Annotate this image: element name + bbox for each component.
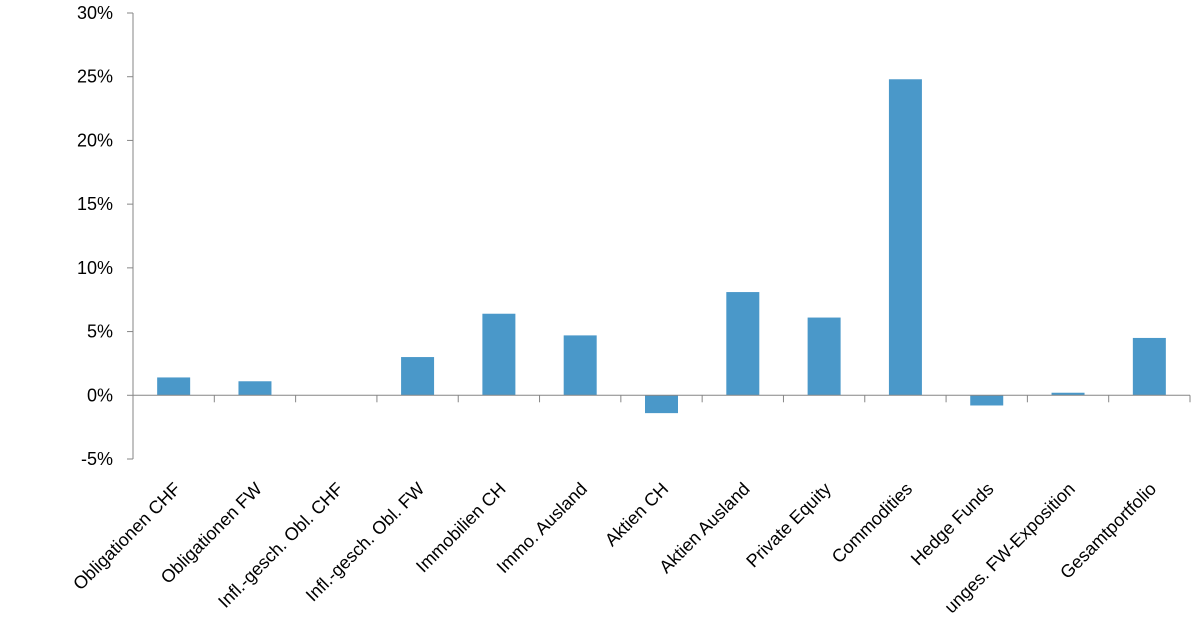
bar <box>807 317 841 396</box>
y-tick-label: 20% <box>77 130 113 150</box>
bar <box>888 79 922 396</box>
bars <box>157 79 1166 414</box>
y-tick-label: 30% <box>77 3 113 23</box>
bar <box>401 357 435 396</box>
y-tick-label: -5% <box>81 449 113 469</box>
x-category-label: Commodities <box>828 479 916 567</box>
bar <box>157 377 191 396</box>
x-category-label: Hedge Funds <box>907 479 998 570</box>
bar <box>970 395 1004 406</box>
bar <box>726 292 760 396</box>
y-tick-label: 0% <box>87 385 113 405</box>
x-category-label: unges. FW-Exposition <box>940 479 1078 617</box>
x-category-label: Private Equity <box>742 479 835 572</box>
y-axis: -5% 0% 5% 10% 15% 20% 25% 30% <box>77 3 134 469</box>
y-tick-label: 15% <box>77 194 113 214</box>
y-tick-label: 10% <box>77 258 113 278</box>
bar <box>238 381 272 396</box>
bar <box>563 335 597 396</box>
bar <box>645 395 678 414</box>
y-tick-label: 5% <box>87 322 113 342</box>
x-category-label: Aktien CH <box>601 479 672 550</box>
bar <box>482 313 516 396</box>
bar <box>1132 337 1166 396</box>
bar <box>1051 392 1085 396</box>
y-tick-label: 25% <box>77 67 113 87</box>
